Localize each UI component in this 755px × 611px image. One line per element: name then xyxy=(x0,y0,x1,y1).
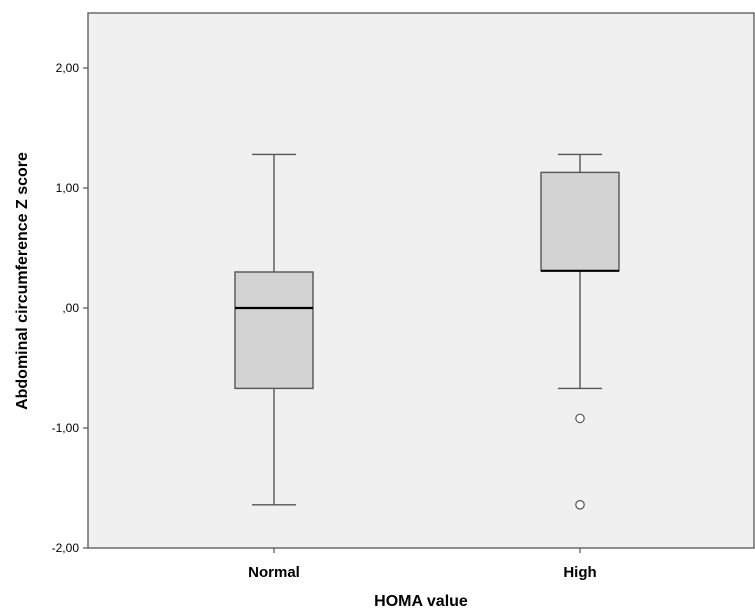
x-category-label: Normal xyxy=(248,564,300,581)
y-tick-label: ,00 xyxy=(62,301,79,315)
y-tick-label: -2,00 xyxy=(52,541,80,555)
outlier-point xyxy=(575,499,585,510)
y-tick-label: -1,00 xyxy=(52,421,80,435)
box-iqr xyxy=(540,171,620,272)
outlier-point xyxy=(575,413,585,424)
y-axis: 2,00 1,00 ,00 -1,00 -2,00 xyxy=(52,61,88,555)
plot-area xyxy=(87,12,755,549)
x-axis-title: HOMA value xyxy=(374,593,468,610)
box-high xyxy=(540,153,620,510)
x-category-label: High xyxy=(563,564,596,581)
box-iqr xyxy=(234,271,314,390)
boxes xyxy=(234,153,620,510)
y-tick-label: 1,00 xyxy=(56,181,80,195)
y-axis-title: Abdominal circumference Z score xyxy=(14,152,31,410)
y-tick-label: 2,00 xyxy=(56,61,80,75)
box-normal xyxy=(234,153,314,506)
x-axis: Normal High xyxy=(248,548,597,581)
